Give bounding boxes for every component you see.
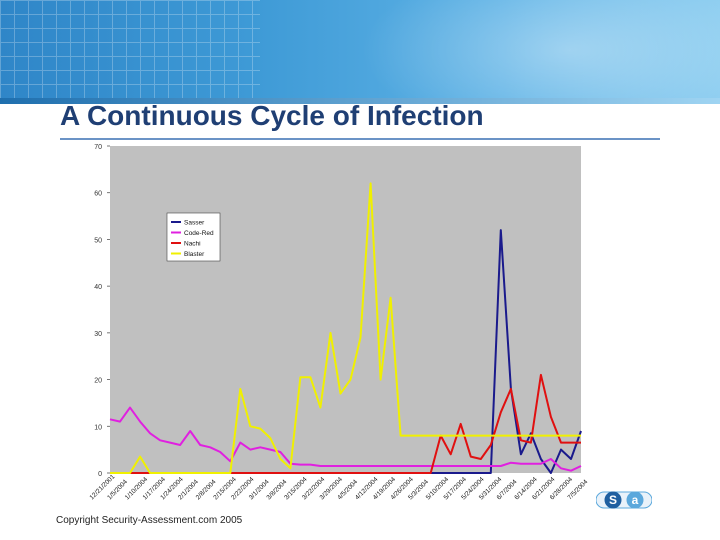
y-tick-label: 40: [94, 284, 102, 291]
y-tick-label: 20: [94, 378, 102, 385]
plot-area: [110, 146, 581, 473]
y-tick-label: 0: [98, 471, 102, 478]
banner-grid-pattern: [0, 0, 260, 98]
series-line-blaster: [110, 182, 581, 474]
legend-label: Blaster: [184, 251, 205, 258]
legend-label: Nachi: [184, 241, 201, 248]
y-tick-label: 70: [94, 144, 102, 151]
slide-title: A Continuous Cycle of Infection: [60, 100, 484, 131]
header-banner: [0, 0, 720, 98]
sa-logo: S a: [596, 491, 652, 509]
y-tick-label: 30: [94, 331, 102, 338]
logo-letter-a: a: [632, 493, 639, 507]
banner-glow: [360, 0, 720, 98]
logo-letter-s: S: [609, 493, 617, 507]
series-line-code-red: [109, 406, 582, 472]
y-tick-label: 50: [94, 237, 102, 244]
banner-stripe: [0, 98, 720, 104]
legend-label: Code-Red: [184, 230, 214, 237]
title-underline: [60, 138, 660, 140]
legend-label: Sasser: [184, 220, 205, 227]
y-tick-label: 10: [94, 424, 102, 431]
y-tick-label: 60: [94, 191, 102, 198]
copyright-text: Copyright Security-Assessment.com 2005: [56, 515, 243, 526]
